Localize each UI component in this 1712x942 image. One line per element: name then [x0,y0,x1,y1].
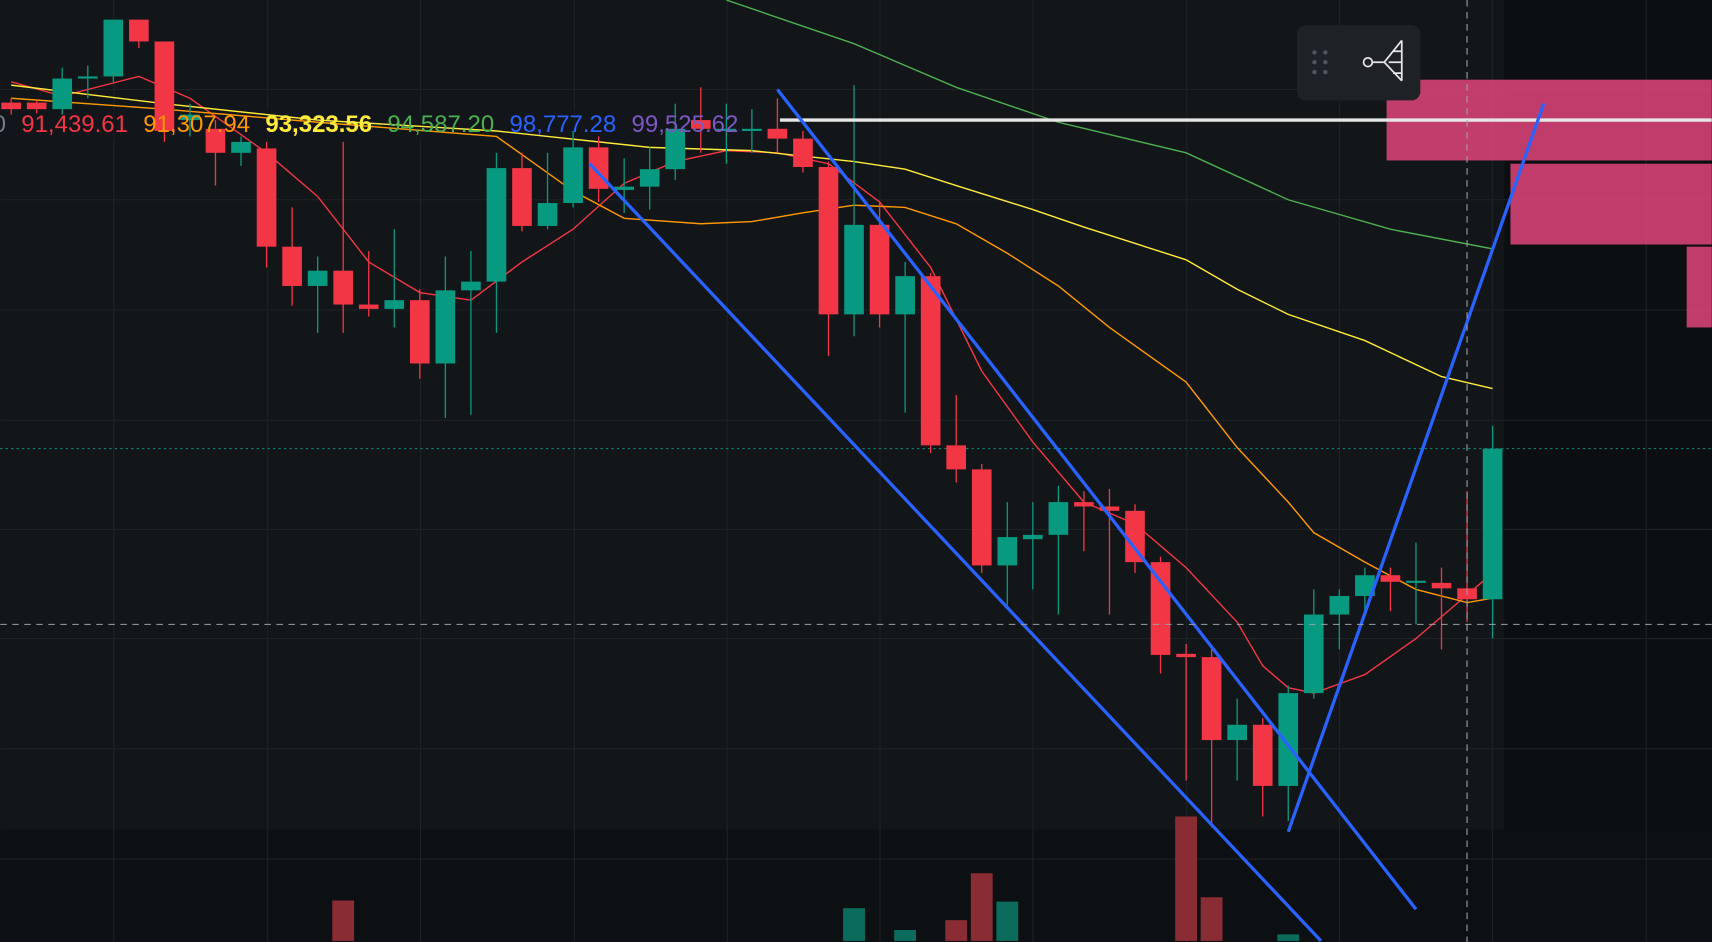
volume-bar [1200,897,1223,941]
candle-body [895,276,915,315]
trendline [1286,103,1546,833]
candle-body [690,120,711,129]
candle-body [920,276,941,446]
candle-body [1201,657,1222,741]
candle-body [1355,575,1375,596]
candle-body [256,148,277,247]
candle-body [1380,575,1401,582]
toolbar[interactable] [1296,25,1421,101]
volume-bar [945,920,968,941]
candle-body [639,169,660,187]
candle-body [409,300,430,364]
candle-body [205,128,226,153]
trendline [588,162,1323,942]
candle-body [869,224,890,315]
candle-body [52,78,73,110]
candle-body [231,141,251,153]
candle-body [1329,595,1350,615]
candle-body [154,41,175,131]
toolbar-panel [1296,25,1421,101]
candle-body [1252,724,1273,786]
candle-body [614,186,634,190]
candle-body [282,246,302,286]
candle-body [1176,653,1196,658]
candle-body [103,19,124,77]
ma-value-label: 98,777.28 [509,111,616,138]
candle-body [1023,534,1043,540]
ma-value-label: 0 [0,111,6,138]
ma-value-label: 99,525.62 [632,111,739,138]
moving-average [11,84,1493,390]
candle-body [1227,724,1247,741]
moving-average [726,0,1493,250]
candle-body [307,270,328,286]
volume-bar [1277,934,1300,941]
candle-body [1099,506,1120,511]
candle-body [1125,510,1145,563]
ma-value-label: 93,323.56 [265,111,372,138]
candle-body [1278,693,1299,786]
candle-body [26,102,47,110]
candle-body [1431,582,1452,589]
candle-body [1482,448,1503,600]
candle-body [716,128,737,131]
volume-bar [843,908,865,941]
volume-bar [970,873,993,941]
candle-body [742,128,762,131]
candle-body [461,281,481,291]
volume-bar [1175,816,1197,941]
candle-body [1,102,21,110]
candle-body [384,300,405,309]
candle-body [767,128,788,139]
candle-body [358,304,379,309]
drag-handle[interactable] [1312,50,1328,75]
candle-body [129,19,149,42]
candle-body [793,138,813,168]
candle-body [1303,614,1324,694]
candle-body [435,290,456,364]
candle-body [818,167,839,315]
candle-body [1406,580,1426,583]
settings-icon[interactable] [1362,39,1403,82]
zone [1510,163,1712,245]
candle-body [486,168,507,282]
candle-body [946,445,967,470]
candle-body [971,469,992,566]
candle-body [563,147,583,204]
candle-body [1048,502,1069,535]
ma-value-label: 91,307.94 [143,111,250,138]
candle-body [1074,502,1094,507]
candle-body [333,270,354,305]
candle-body [77,76,98,79]
ma-value-label: 91,439.61 [21,111,128,138]
candle-body [512,168,532,226]
candle-body [997,537,1018,566]
candle-body [844,224,864,315]
volume-bar [894,929,917,941]
ma-value-label: 94,587.20 [387,111,494,138]
candle-body [180,114,200,121]
volume-bar [332,900,355,941]
volume-bar [996,901,1019,941]
candle-body [537,203,558,226]
candle-body [665,128,686,170]
candle-body [1150,562,1171,655]
zone [1686,246,1712,328]
